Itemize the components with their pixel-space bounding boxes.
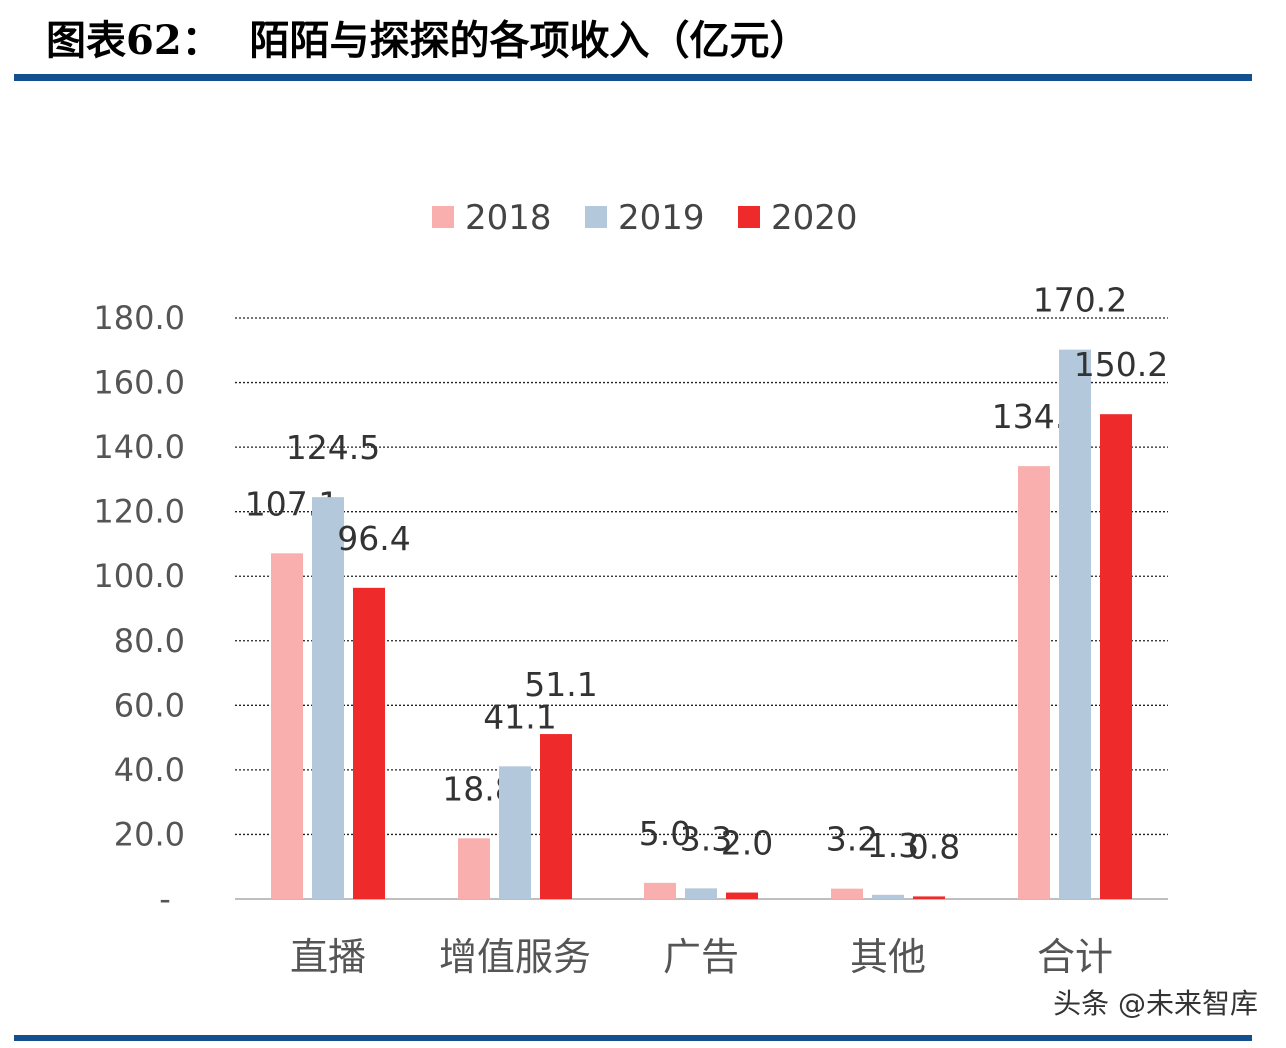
- data-label: 51.1: [524, 665, 597, 704]
- data-label: 150.2: [1074, 345, 1168, 384]
- y-tick-label: 120.0: [93, 493, 185, 531]
- y-tick-label: 160.0: [93, 364, 185, 402]
- bar-2020: [913, 896, 945, 899]
- category-label: 其他: [850, 935, 926, 979]
- bar-2019: [872, 894, 904, 899]
- y-tick-label: 20.0: [114, 815, 185, 853]
- data-label: 3.3: [680, 819, 732, 858]
- legend-label-2019: 2019: [618, 198, 705, 238]
- data-label: 2.0: [721, 824, 773, 863]
- bar-2020: [726, 892, 758, 899]
- bar-2018: [1018, 466, 1050, 899]
- bar-2019: [685, 888, 717, 899]
- data-label: 1.3: [867, 826, 919, 865]
- category-label: 广告: [663, 935, 739, 979]
- bar-2020: [1100, 414, 1132, 899]
- top-rule: [14, 74, 1252, 81]
- category-label: 直播: [290, 935, 366, 979]
- legend-swatch-2018: [432, 206, 454, 228]
- bar-2019: [312, 497, 344, 899]
- data-label: 0.8: [908, 827, 960, 866]
- y-tick-label: -: [159, 880, 171, 918]
- bottom-rule: [14, 1035, 1252, 1041]
- data-label: 3.2: [826, 820, 878, 859]
- y-tick-label: 40.0: [114, 751, 185, 789]
- category-label: 增值服务: [439, 935, 591, 979]
- legend-swatch-2020: [738, 206, 760, 228]
- y-tick-label: 60.0: [114, 686, 185, 724]
- y-tick-label: 100.0: [93, 557, 185, 595]
- bar-2018: [458, 838, 490, 899]
- y-tick-label: 180.0: [93, 299, 185, 337]
- data-label: 41.1: [483, 697, 556, 736]
- bar-2018: [271, 553, 303, 899]
- data-label: 170.2: [1033, 281, 1127, 320]
- bar-2018: [644, 882, 676, 899]
- bar-2019: [499, 766, 531, 899]
- y-tick-label: 80.0: [114, 622, 185, 660]
- y-tick-label: 140.0: [93, 428, 185, 466]
- legend-label-2020: 2020: [771, 198, 858, 238]
- data-label: 5.0: [639, 814, 691, 853]
- legend-swatch-2019: [585, 206, 607, 228]
- watermark: 头条 @未来智库: [1053, 987, 1258, 1020]
- bar-2019: [1059, 349, 1091, 900]
- category-label: 合计: [1037, 935, 1113, 979]
- legend-label-2018: 2018: [465, 198, 552, 238]
- bar-2020: [353, 587, 385, 899]
- bar-2020: [540, 734, 572, 899]
- figure-title: 图表62： 陌陌与探探的各项收入（亿元）: [46, 17, 810, 64]
- bar-2018: [831, 888, 863, 899]
- data-label: 124.5: [286, 428, 380, 467]
- data-label: 96.4: [337, 519, 410, 558]
